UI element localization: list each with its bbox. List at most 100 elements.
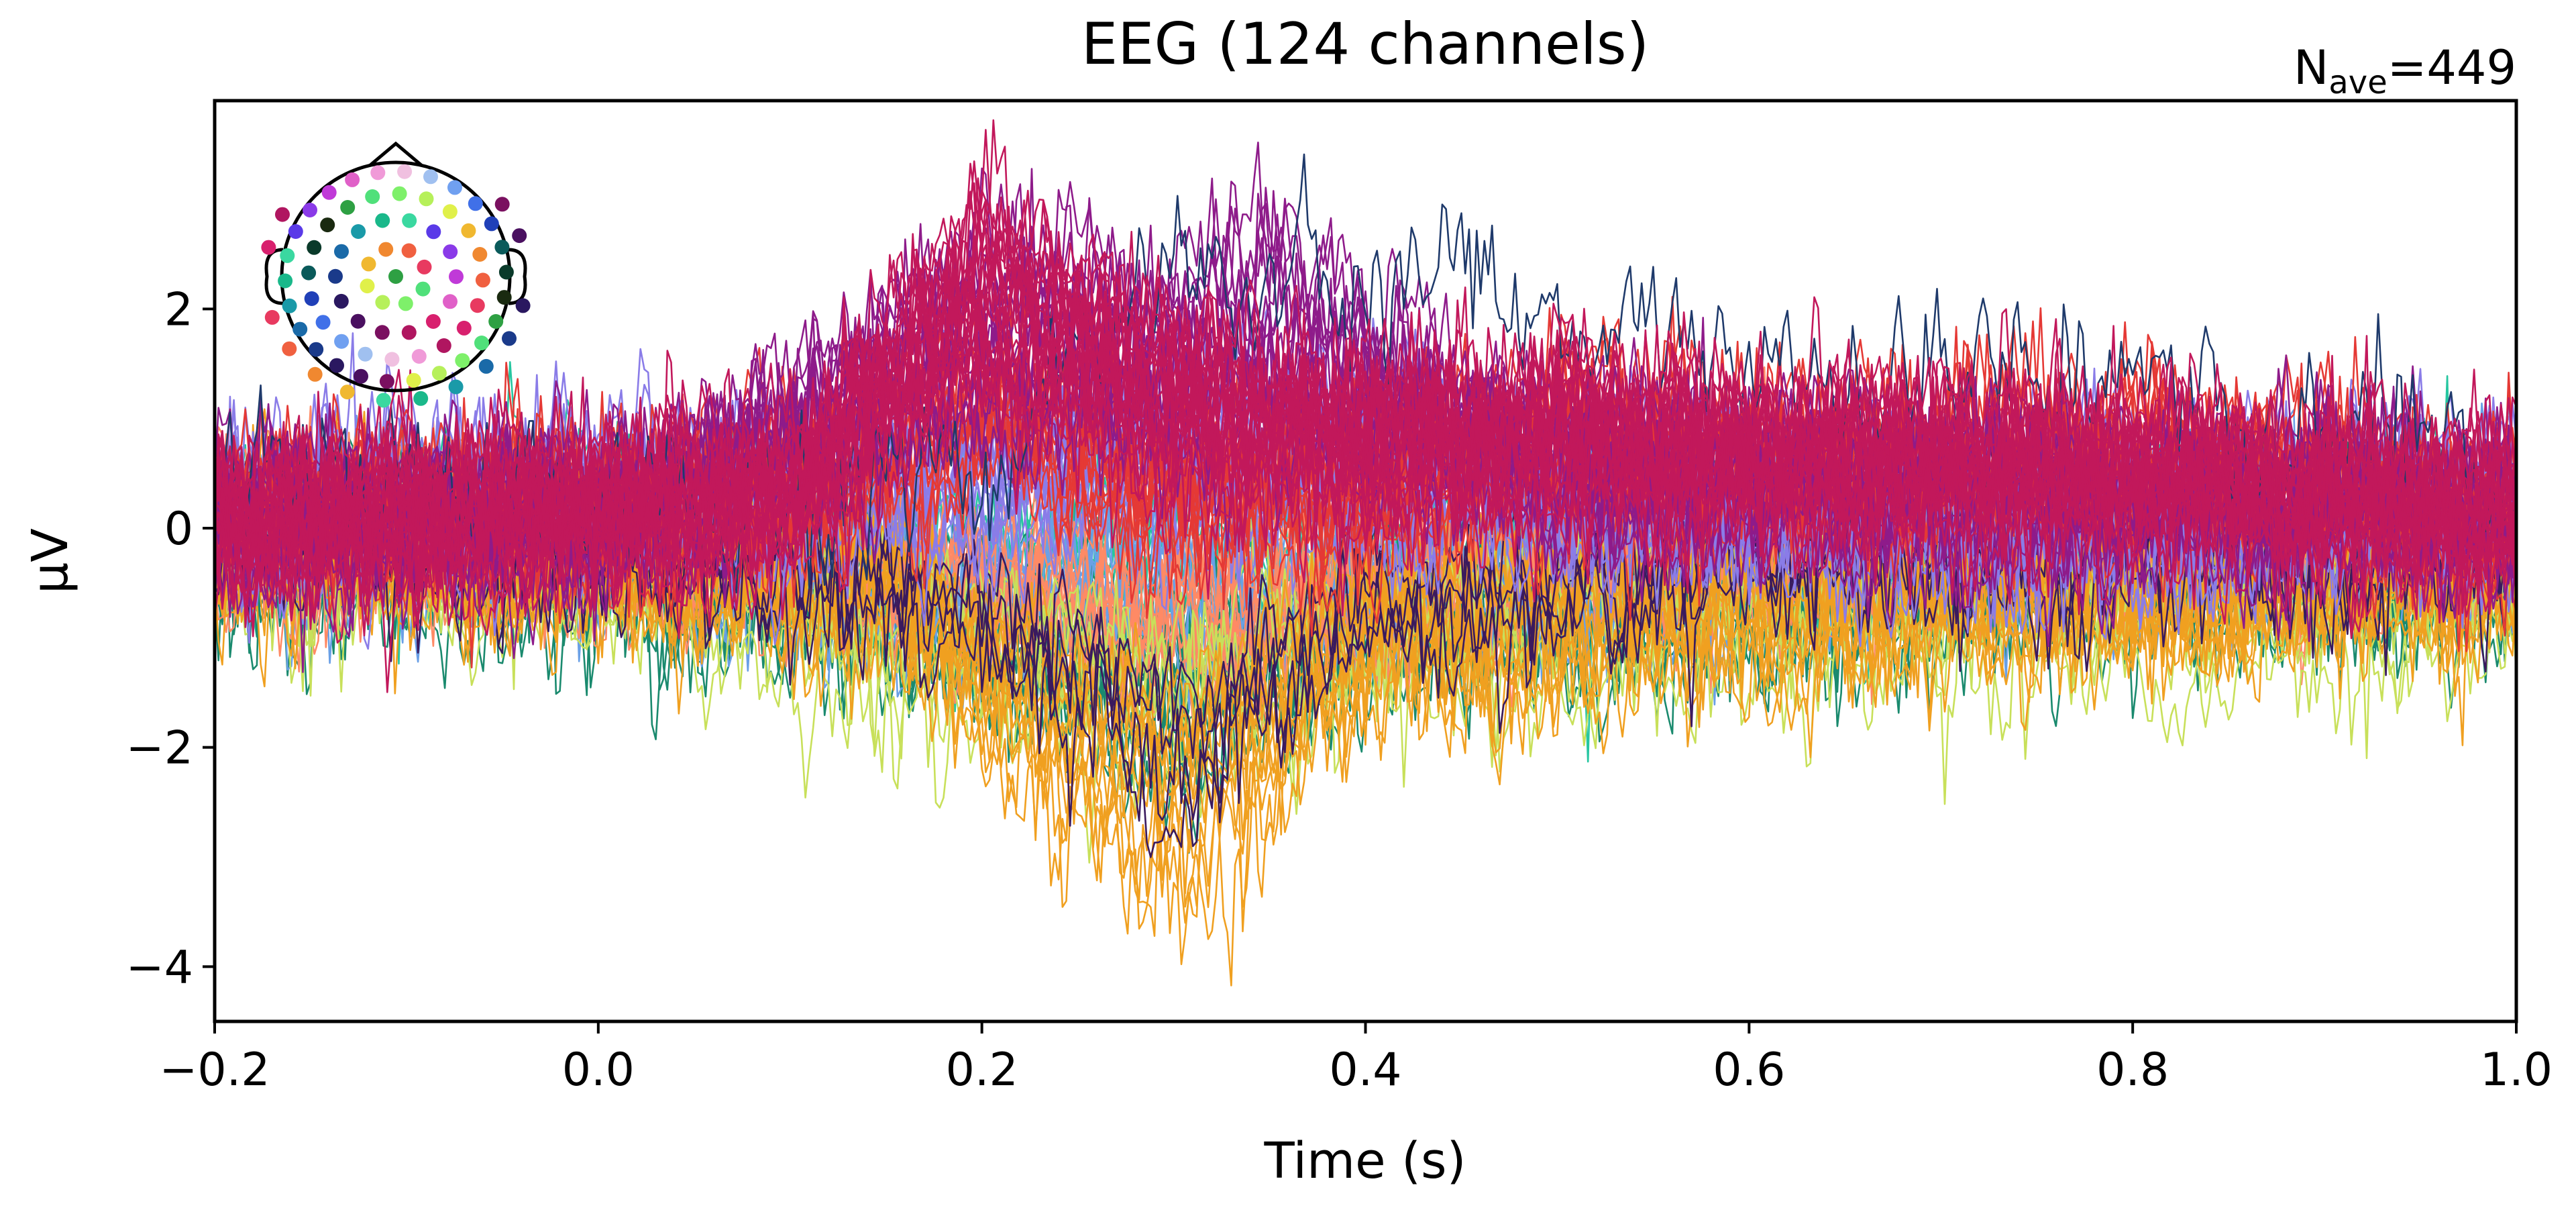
sensor-dot [282, 341, 297, 356]
x-axis: −0.2 0.0 0.2 0.4 0.6 0.8 1.0 [159, 1021, 2553, 1097]
sensor-dot [378, 242, 394, 257]
sensor-dot [334, 244, 349, 259]
sensor-dot [392, 186, 407, 201]
sensor-dot [417, 259, 432, 274]
sensor-dot [448, 379, 464, 395]
sensor-dot [345, 172, 360, 187]
channel-trace [215, 177, 2516, 630]
sensor-dot [447, 180, 462, 195]
sensor-dot [261, 240, 276, 255]
x-axis-label: Time (s) [1264, 1132, 1466, 1190]
x-tick-label: 0.0 [562, 1044, 635, 1097]
sensor-dot [292, 321, 308, 337]
trace-group [215, 119, 2516, 987]
sensor-dot [275, 207, 290, 222]
y-tick-label: 2 [164, 283, 193, 336]
sensor-dot [475, 272, 490, 288]
sensor-dot [456, 320, 472, 336]
x-tick-label: −0.2 [159, 1044, 270, 1097]
sensor-dot [328, 268, 343, 284]
sensor-dot [470, 298, 485, 313]
sensor-dot [419, 191, 434, 207]
x-tick-label: 0.6 [1713, 1044, 1785, 1097]
y-tick-label: 0 [164, 503, 193, 556]
sensor-dot [398, 296, 413, 311]
sensor-dot [303, 203, 317, 217]
sensor-topomap-inset [261, 141, 531, 408]
sensor-dot [461, 223, 476, 238]
sensor-dot [350, 313, 366, 329]
nave-value: =449 [2387, 40, 2516, 95]
channel-trace [215, 448, 2516, 898]
sensor-dot [426, 224, 441, 240]
sensor-dot [351, 224, 366, 239]
nave-subscript: ave [2328, 64, 2387, 101]
sensor-dot [468, 196, 483, 211]
sensor-dot [443, 294, 458, 309]
sensor-dot [365, 189, 380, 204]
sensor-dot [379, 374, 394, 389]
sensor-dot [512, 228, 527, 244]
sensor-dot [358, 346, 373, 362]
sensor-dot [339, 385, 355, 400]
sensor-dot [401, 325, 417, 340]
sensor-dot [384, 352, 400, 367]
sensor-dot [455, 353, 470, 368]
sensor-dot [333, 293, 349, 309]
sensor-dot [496, 290, 512, 305]
sensor-dot [309, 342, 324, 357]
y-tick-label: −2 [126, 722, 193, 775]
sensor-dot [370, 165, 386, 181]
sensor-dot [494, 240, 510, 255]
sensor-dot [301, 265, 317, 281]
sensor-dot [282, 298, 297, 313]
sensor-dot [498, 264, 514, 280]
sensor-dot [375, 213, 390, 228]
sensor-dot [388, 269, 403, 284]
sensor-dot [354, 368, 368, 384]
sensor-dot [478, 358, 494, 374]
nave-annotation: Nave=449 [2294, 40, 2516, 101]
sensor-dot [425, 314, 441, 329]
sensor-dot [340, 200, 356, 215]
chart-title: EEG (124 channels) [1081, 11, 1649, 78]
sensor-dot [449, 269, 464, 285]
sensor-dot [436, 338, 451, 353]
sensor-dot [315, 315, 331, 330]
x-tick-label: 0.8 [2096, 1044, 2169, 1097]
sensor-dot [413, 391, 429, 406]
sensor-dot [484, 216, 499, 232]
x-tick-label: 0.2 [946, 1044, 1018, 1097]
sensor-dot [401, 243, 417, 258]
sensor-dot [515, 298, 531, 313]
sensor-dot [442, 204, 458, 219]
y-tick-label: −4 [126, 941, 193, 994]
sensor-dot [304, 291, 319, 306]
sensor-dot [488, 314, 504, 329]
sensor-dot [329, 358, 344, 373]
sensor-dot [334, 334, 350, 349]
channel-trace [215, 119, 2516, 621]
sensor-dot [374, 325, 390, 340]
sensor-dot [502, 331, 517, 346]
sensor-dot [278, 273, 293, 289]
sensor-dot [307, 366, 323, 382]
sensor-dot [402, 213, 417, 228]
sensor-dot [494, 197, 510, 212]
sensor-dot [375, 295, 390, 310]
channel-trace [215, 268, 2516, 633]
sensor-dot [474, 336, 489, 350]
sensor-dot [397, 164, 413, 179]
x-tick-label: 1.0 [2480, 1044, 2553, 1097]
sensor-dot [320, 217, 335, 233]
sensor-dot [472, 247, 488, 262]
sensor-dot [280, 248, 295, 263]
sensor-dot [423, 169, 438, 185]
head-nose [369, 141, 423, 166]
sensor-dot [288, 224, 303, 239]
y-axis-label: µV [21, 528, 79, 594]
sensor-dot [431, 366, 447, 381]
sensor-dot [321, 185, 337, 200]
nave-label: N [2294, 40, 2328, 95]
